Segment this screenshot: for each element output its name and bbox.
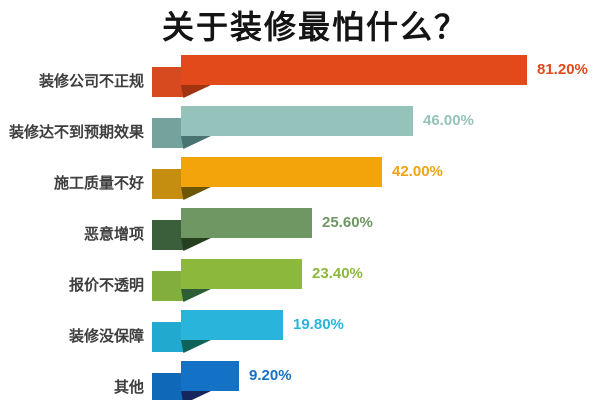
bar-segment [181,55,527,85]
value-label: 9.20% [249,367,292,384]
ribbon-tail [152,322,185,352]
value-label: 25.60% [322,214,373,231]
category-label: 装修没保障 [68,328,144,345]
value-label: 42.00% [392,163,443,180]
chart-title: 关于装修最怕什么？ [161,9,468,45]
bar-segment [181,310,283,340]
value-label: 81.20% [537,61,588,78]
category-label: 装修达不到预期效果 [8,124,144,141]
category-label: 施工质量不好 [53,175,144,192]
ribbon-tail [152,169,185,199]
ribbon-fold-icon [181,289,211,302]
ribbon-tail [152,67,185,97]
ribbon-fold-icon [181,187,211,200]
category-label: 装修公司不正规 [38,73,144,90]
ribbon-fold-icon [181,238,211,251]
bar-segment [181,361,239,391]
value-label: 19.80% [293,316,344,333]
value-label: 23.40% [312,265,363,282]
category-label: 其他 [113,379,144,396]
bar-segment [181,259,302,289]
ribbon-fold-icon [181,85,211,98]
category-label: 恶意增项 [83,226,144,243]
ribbon-tail [152,220,185,250]
ribbon-fold-icon [181,340,211,353]
ribbon-tail [152,271,185,301]
bar-segment [181,106,413,136]
value-label: 46.00% [423,112,474,129]
bar-segment [181,157,382,187]
ribbon-fold-icon [181,391,211,400]
ribbon-tail [152,118,185,148]
bar-segment [181,208,312,238]
ribbon-tail [152,373,185,400]
category-label: 报价不透明 [68,277,144,294]
ribbon-fold-icon [181,136,211,149]
